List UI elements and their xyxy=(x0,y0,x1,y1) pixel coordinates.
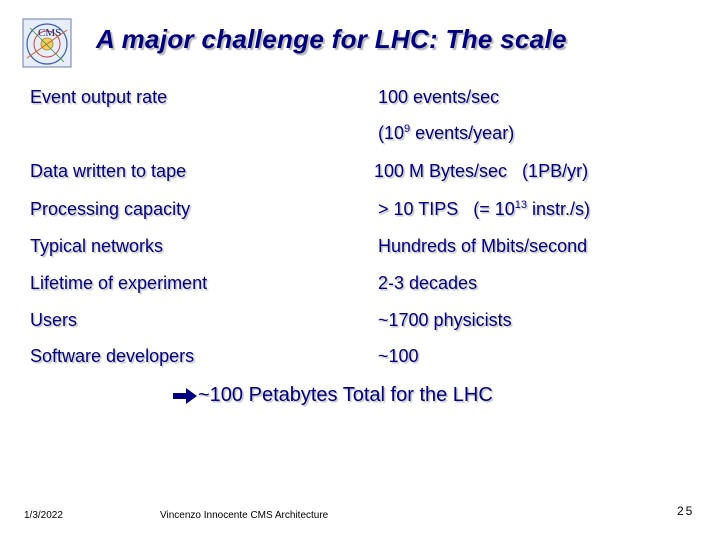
row-label-processing-capacity: Processing capacity xyxy=(30,199,191,219)
row-label-lifetime: Lifetime of experiment xyxy=(30,273,208,293)
row-value-lifetime: 2-3 decades xyxy=(378,273,478,293)
row-value-event-output-rate: 100 events/sec xyxy=(378,87,500,107)
page-number: 25 xyxy=(677,504,695,518)
summary-line: ~100 Petabytes Total for the LHC xyxy=(172,384,493,407)
row-label-software-developers: Software developers xyxy=(30,346,195,366)
svg-text:CMS: CMS xyxy=(38,27,61,39)
row-label-data-written: Data written to tape xyxy=(30,161,187,181)
row-value-users: ~1700 physicists xyxy=(378,310,512,330)
row-value-typical-networks: Hundreds of Mbits/second xyxy=(378,236,588,256)
row-value-data-written: 100 M Bytes/sec (1PB/yr) xyxy=(374,161,589,181)
footer-date: 1/3/2022 xyxy=(24,510,63,521)
row-label-users: Users xyxy=(30,310,78,330)
row-label-typical-networks: Typical networks xyxy=(30,236,164,256)
row-value-software-developers: ~100 xyxy=(378,346,419,366)
row-label-event-output-rate: Event output rate xyxy=(30,87,168,107)
slide-title: A major challenge for LHC: The scale xyxy=(96,24,567,54)
summary-text: ~100 Petabytes Total for the LHC xyxy=(198,384,493,406)
right-arrow-icon xyxy=(173,387,197,404)
row-value-events-per-year: (109 events/year) xyxy=(378,123,515,143)
row-value-processing-capacity: > 10 TIPS (= 1013 instr./s) xyxy=(378,199,591,219)
footer-author: Vincenzo Innocente CMS Architecture xyxy=(160,510,329,521)
cms-logo-icon: CMS xyxy=(22,18,72,68)
